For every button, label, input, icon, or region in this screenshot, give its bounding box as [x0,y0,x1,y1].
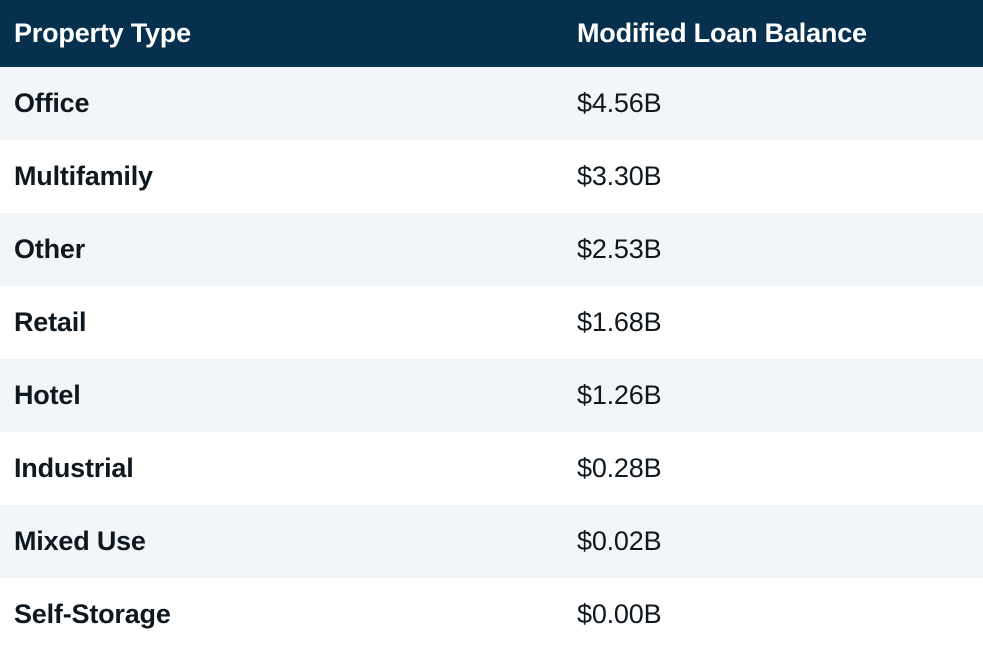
loan-balance-cell: $0.28B [577,453,662,483]
property-type-cell: Office [14,88,90,118]
table-row: Retail $1.68B [0,286,983,359]
property-type-cell: Retail [14,307,87,337]
property-type-cell: Mixed Use [14,526,146,556]
table-header-row: Property Type Modified Loan Balance [0,0,983,67]
property-type-cell: Self-Storage [14,599,171,629]
table-row: Office $4.56B [0,67,983,140]
loan-balance-cell: $0.02B [577,526,662,556]
table-row: Industrial $0.28B [0,432,983,505]
loan-balance-cell: $3.30B [577,161,662,191]
loan-balance-cell: $1.26B [577,380,662,410]
table-row: Hotel $1.26B [0,359,983,432]
table-row: Self-Storage $0.00B [0,578,983,651]
table-row: Mixed Use $0.02B [0,505,983,578]
column-header-modified-loan-balance: Modified Loan Balance [577,18,867,48]
loan-balance-cell: $4.56B [577,88,662,118]
property-type-cell: Multifamily [14,161,153,191]
loan-balance-cell: $2.53B [577,234,662,264]
property-type-cell: Industrial [14,453,134,483]
loan-balance-cell: $1.68B [577,307,662,337]
table-row: Multifamily $3.30B [0,140,983,213]
loan-balance-cell: $0.00B [577,599,662,629]
property-type-cell: Hotel [14,380,81,410]
property-type-cell: Other [14,234,86,264]
table-row: Other $2.53B [0,213,983,286]
column-header-property-type: Property Type [14,18,191,48]
